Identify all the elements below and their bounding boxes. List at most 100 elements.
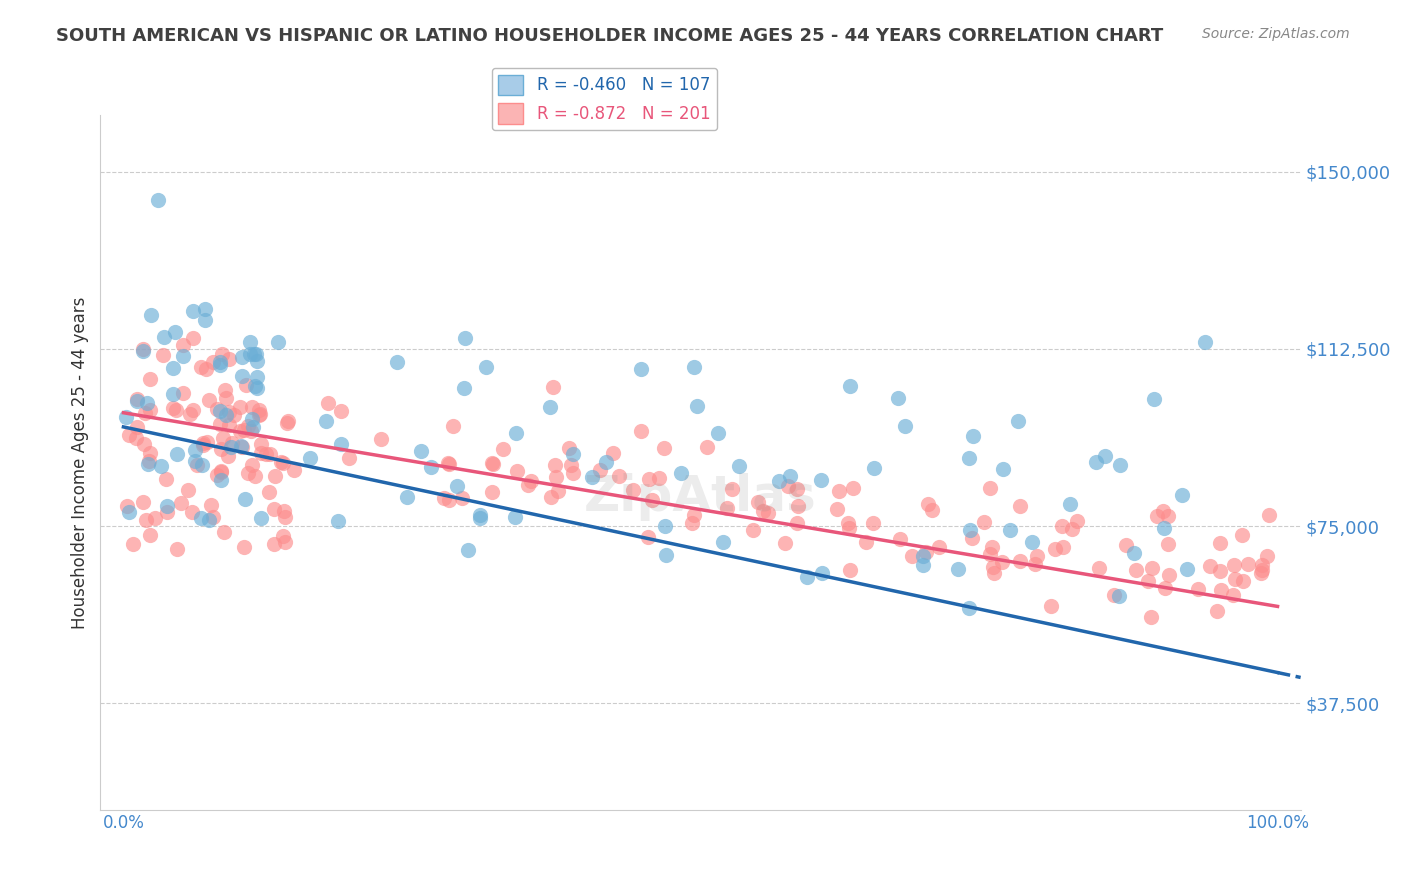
Point xyxy=(1223,558,1246,573)
Point xyxy=(1209,564,1232,578)
Point xyxy=(751,503,773,517)
Point xyxy=(441,418,464,433)
Point xyxy=(1250,566,1272,581)
Point xyxy=(271,529,294,543)
Point xyxy=(177,483,200,497)
Point xyxy=(1021,535,1043,549)
Point xyxy=(786,516,808,530)
Point xyxy=(1153,521,1175,535)
Point xyxy=(315,414,337,428)
Point xyxy=(1194,334,1216,349)
Point xyxy=(136,457,159,471)
Point xyxy=(190,359,212,374)
Point xyxy=(595,454,617,468)
Point xyxy=(197,392,219,407)
Point xyxy=(250,437,273,451)
Point xyxy=(156,505,179,519)
Point xyxy=(862,460,884,475)
Point xyxy=(122,537,145,551)
Point xyxy=(247,408,270,422)
Point xyxy=(215,408,238,422)
Point xyxy=(370,432,392,446)
Point xyxy=(1010,554,1032,568)
Point xyxy=(162,401,184,415)
Point xyxy=(276,416,298,430)
Point xyxy=(236,419,259,434)
Point xyxy=(139,528,162,542)
Text: SOUTH AMERICAN VS HISPANIC OR LATINO HOUSEHOLDER INCOME AGES 25 - 44 YEARS CORRE: SOUTH AMERICAN VS HISPANIC OR LATINO HOU… xyxy=(56,27,1164,45)
Point xyxy=(960,532,983,546)
Point xyxy=(134,406,156,420)
Point xyxy=(232,540,254,554)
Point xyxy=(561,466,583,480)
Point xyxy=(457,543,479,558)
Point xyxy=(581,470,603,484)
Point xyxy=(538,401,561,415)
Point xyxy=(1052,540,1074,554)
Point xyxy=(436,457,458,471)
Point xyxy=(711,534,734,549)
Point xyxy=(316,395,339,409)
Point xyxy=(209,442,232,457)
Point xyxy=(139,402,162,417)
Point xyxy=(263,502,285,516)
Point xyxy=(475,360,498,375)
Point xyxy=(756,506,779,520)
Point xyxy=(446,479,468,493)
Point xyxy=(747,495,769,509)
Point xyxy=(1085,455,1108,469)
Point xyxy=(547,483,569,498)
Point xyxy=(243,379,266,393)
Point xyxy=(163,325,186,339)
Point xyxy=(707,425,730,440)
Point xyxy=(184,442,207,457)
Point xyxy=(339,451,361,466)
Point xyxy=(267,335,290,350)
Point xyxy=(1230,528,1253,542)
Point xyxy=(1115,538,1137,552)
Text: Source: ZipAtlas.com: Source: ZipAtlas.com xyxy=(1202,27,1350,41)
Point xyxy=(240,400,263,414)
Point xyxy=(125,393,148,408)
Point xyxy=(887,392,910,406)
Point xyxy=(727,459,749,474)
Point xyxy=(134,436,156,450)
Y-axis label: Householder Income Ages 25 - 44 years: Householder Income Ages 25 - 44 years xyxy=(72,296,89,629)
Point xyxy=(682,359,704,374)
Point xyxy=(131,495,153,509)
Point xyxy=(602,445,624,459)
Point xyxy=(231,369,253,384)
Point xyxy=(233,492,256,507)
Point xyxy=(1109,458,1132,472)
Point xyxy=(432,491,454,505)
Point xyxy=(481,456,503,470)
Point xyxy=(481,485,503,500)
Point xyxy=(214,524,236,539)
Point xyxy=(1157,537,1180,551)
Point xyxy=(558,441,581,455)
Point xyxy=(520,474,543,488)
Point xyxy=(1223,572,1246,586)
Point xyxy=(125,392,148,406)
Point xyxy=(246,381,269,395)
Point xyxy=(240,458,263,472)
Point xyxy=(233,423,256,437)
Point xyxy=(179,407,201,421)
Point xyxy=(217,449,239,463)
Point xyxy=(420,459,443,474)
Point xyxy=(150,458,173,473)
Point xyxy=(231,350,253,364)
Point xyxy=(197,435,219,450)
Point xyxy=(242,347,264,361)
Point xyxy=(209,358,232,372)
Point xyxy=(1039,599,1062,613)
Point xyxy=(1258,508,1281,522)
Point xyxy=(231,440,253,454)
Point xyxy=(202,509,225,524)
Point xyxy=(546,470,568,484)
Point xyxy=(979,481,1001,495)
Point xyxy=(775,536,797,550)
Point xyxy=(962,429,984,443)
Point xyxy=(152,348,174,362)
Point xyxy=(1066,514,1088,528)
